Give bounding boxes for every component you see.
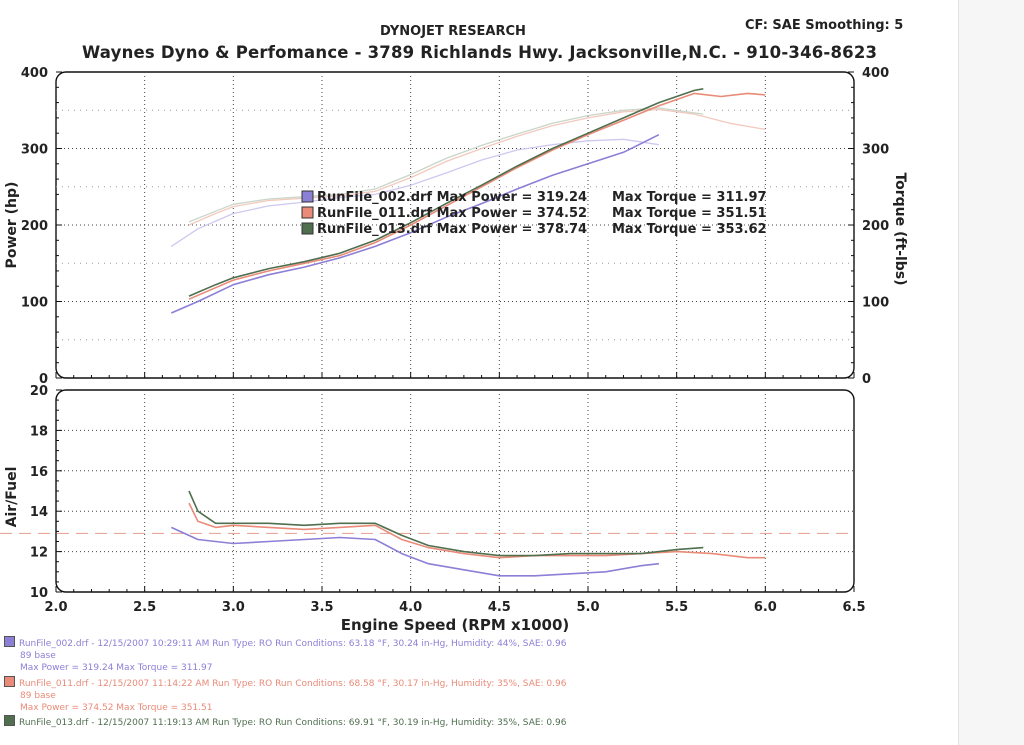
power-tick-label: 300 [21,143,48,158]
run-002-max: Max Power = 319.24 Max Torque = 311.97 [20,663,213,673]
power-series-line [188,92,766,300]
run-info-002: RunFile_002.drf - 12/15/2007 10:29:11 AM… [4,636,566,674]
afr-tick-label: 20 [30,384,48,399]
afr-series-line [188,490,704,557]
rpm-tick-label: 4.5 [488,600,511,615]
run-013-swatch [4,715,15,726]
afr-tick-label: 16 [30,465,48,480]
torque-tick-label: 100 [862,296,889,311]
run-002-swatch [4,636,15,647]
torque-tick-label: 300 [862,143,889,158]
torque-tick-label: 0 [862,372,871,387]
run-013-details: RunFile_013.drf - 12/15/2007 11:19:13 AM… [19,718,567,728]
rpm-tick-label: 6.0 [754,600,777,615]
torque-series-line [170,138,659,247]
torque-series-line [188,107,704,223]
rpm-tick-label: 2.5 [133,600,156,615]
legend-run-label: RunFile_002.drf Max Power = 319.24 [317,190,587,205]
run-info-013: RunFile_013.drf - 12/15/2007 11:19:13 AM… [4,715,566,729]
company-title: DYNOJET RESEARCH [380,24,526,39]
legend-swatch [301,222,314,235]
legend-torque-label: Max Torque = 353.62 [612,222,767,237]
rpm-tick-label: 3.0 [222,600,245,615]
torque-tick-label: 400 [862,66,889,81]
legend-run-label: RunFile_013.drf Max Power = 378.74 [317,222,587,237]
power-tick-label: 400 [21,66,48,81]
torque-axis-title: Torque (ft-lbs) [892,172,908,285]
afr-series-line [170,526,659,577]
torque-tick-label: 200 [862,219,889,234]
run-011-details: RunFile_011.drf - 12/15/2007 11:14:22 AM… [19,679,567,689]
afr-tick-label: 14 [30,505,48,520]
run-011-swatch [4,676,15,687]
rpm-tick-label: 3.5 [310,600,333,615]
rpm-tick-label: 5.0 [576,600,599,615]
correction-factor-label: CF: SAE Smoothing: 5 [745,18,904,33]
run-002-details: RunFile_002.drf - 12/15/2007 10:29:11 AM… [19,639,567,649]
rpm-tick-label: 5.5 [665,600,688,615]
run-011-note: 89 base [20,691,56,701]
afr-tick-label: 10 [30,586,48,601]
torque-series-line [188,108,766,226]
rpm-axis-title: Engine Speed (RPM x1000) [341,616,570,634]
power-tick-label: 100 [21,296,48,311]
rpm-tick-label: 6.5 [842,600,865,615]
power-series-line [170,133,660,314]
run-info-011: RunFile_011.drf - 12/15/2007 11:14:22 AM… [4,676,566,714]
legend-swatch [301,190,314,203]
power-axis-title: Power (hp) [4,182,20,269]
afr-tick-label: 12 [30,546,48,561]
rpm-tick-label: 2.0 [44,600,67,615]
legend-swatch [301,206,314,219]
legend-torque-label: Max Torque = 351.51 [612,206,767,221]
page-edge-shadow [958,0,1024,745]
legend-run-label: RunFile_011.drf Max Power = 374.52 [317,206,587,221]
rpm-tick-label: 4.0 [399,600,422,615]
shop-title: Waynes Dyno & Perfomance - 3789 Richland… [82,43,878,62]
power-tick-label: 0 [39,372,48,387]
legend-torque-label: Max Torque = 311.97 [612,190,767,205]
afr-panel-frame [55,389,855,593]
run-011-max: Max Power = 374.52 Max Torque = 351.51 [20,703,213,713]
power-tick-label: 200 [21,219,48,234]
afr-tick-label: 18 [30,424,48,439]
run-002-note: 89 base [20,651,56,661]
afr-series-line [188,502,766,559]
afr-axis-title: Air/Fuel [4,467,20,528]
power-series-line [188,88,704,297]
